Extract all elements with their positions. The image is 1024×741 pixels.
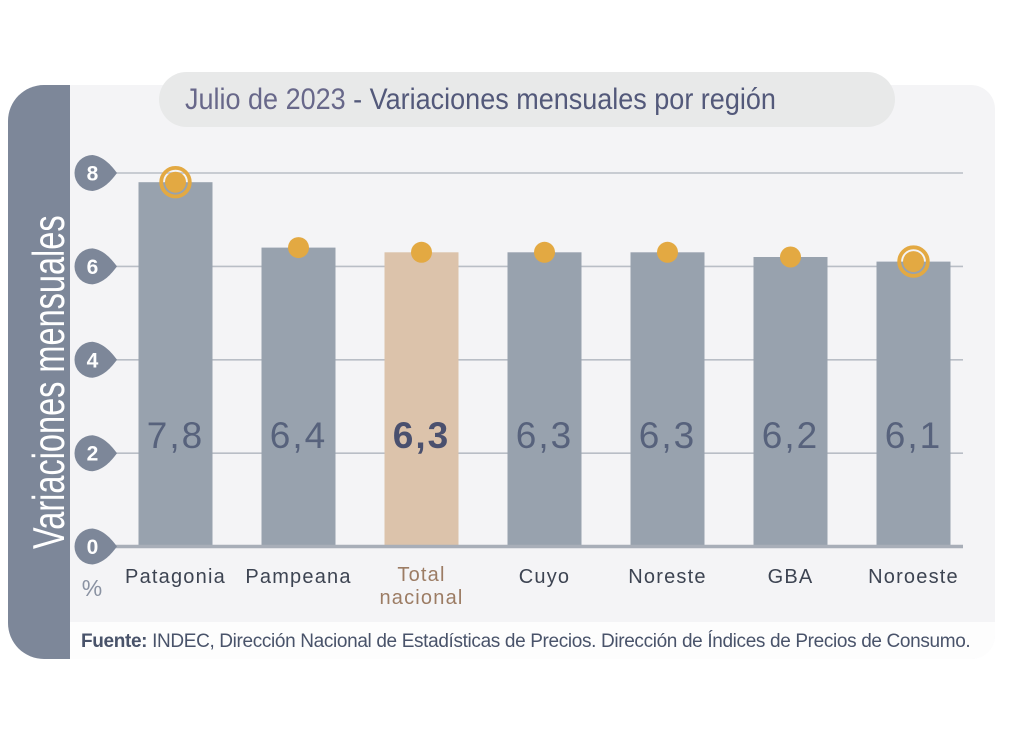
svg-text:Patagonia: Patagonia [125, 566, 226, 588]
svg-text:6,4: 6,4 [270, 415, 327, 456]
svg-text:Noroeste: Noroeste [868, 566, 959, 588]
svg-text:Noreste: Noreste [628, 566, 706, 588]
svg-text:6,1: 6,1 [885, 415, 942, 456]
svg-text:6,3: 6,3 [639, 415, 696, 456]
svg-text:6: 6 [87, 256, 99, 279]
svg-text:2: 2 [87, 443, 99, 466]
svg-text:0: 0 [87, 536, 99, 559]
svg-text:GBA: GBA [768, 566, 814, 588]
svg-text:6,3: 6,3 [516, 415, 573, 456]
svg-text:Cuyo: Cuyo [519, 566, 571, 588]
svg-text:8: 8 [87, 163, 99, 186]
svg-text:6,3: 6,3 [393, 415, 450, 456]
svg-text:4: 4 [87, 349, 99, 372]
svg-text:Total: Total [397, 564, 445, 586]
svg-text:Pampeana: Pampeana [245, 566, 351, 588]
svg-text:nacional: nacional [379, 587, 463, 609]
svg-text:6,2: 6,2 [762, 415, 819, 456]
svg-text:%: % [82, 575, 102, 601]
svg-text:7,8: 7,8 [147, 415, 204, 456]
